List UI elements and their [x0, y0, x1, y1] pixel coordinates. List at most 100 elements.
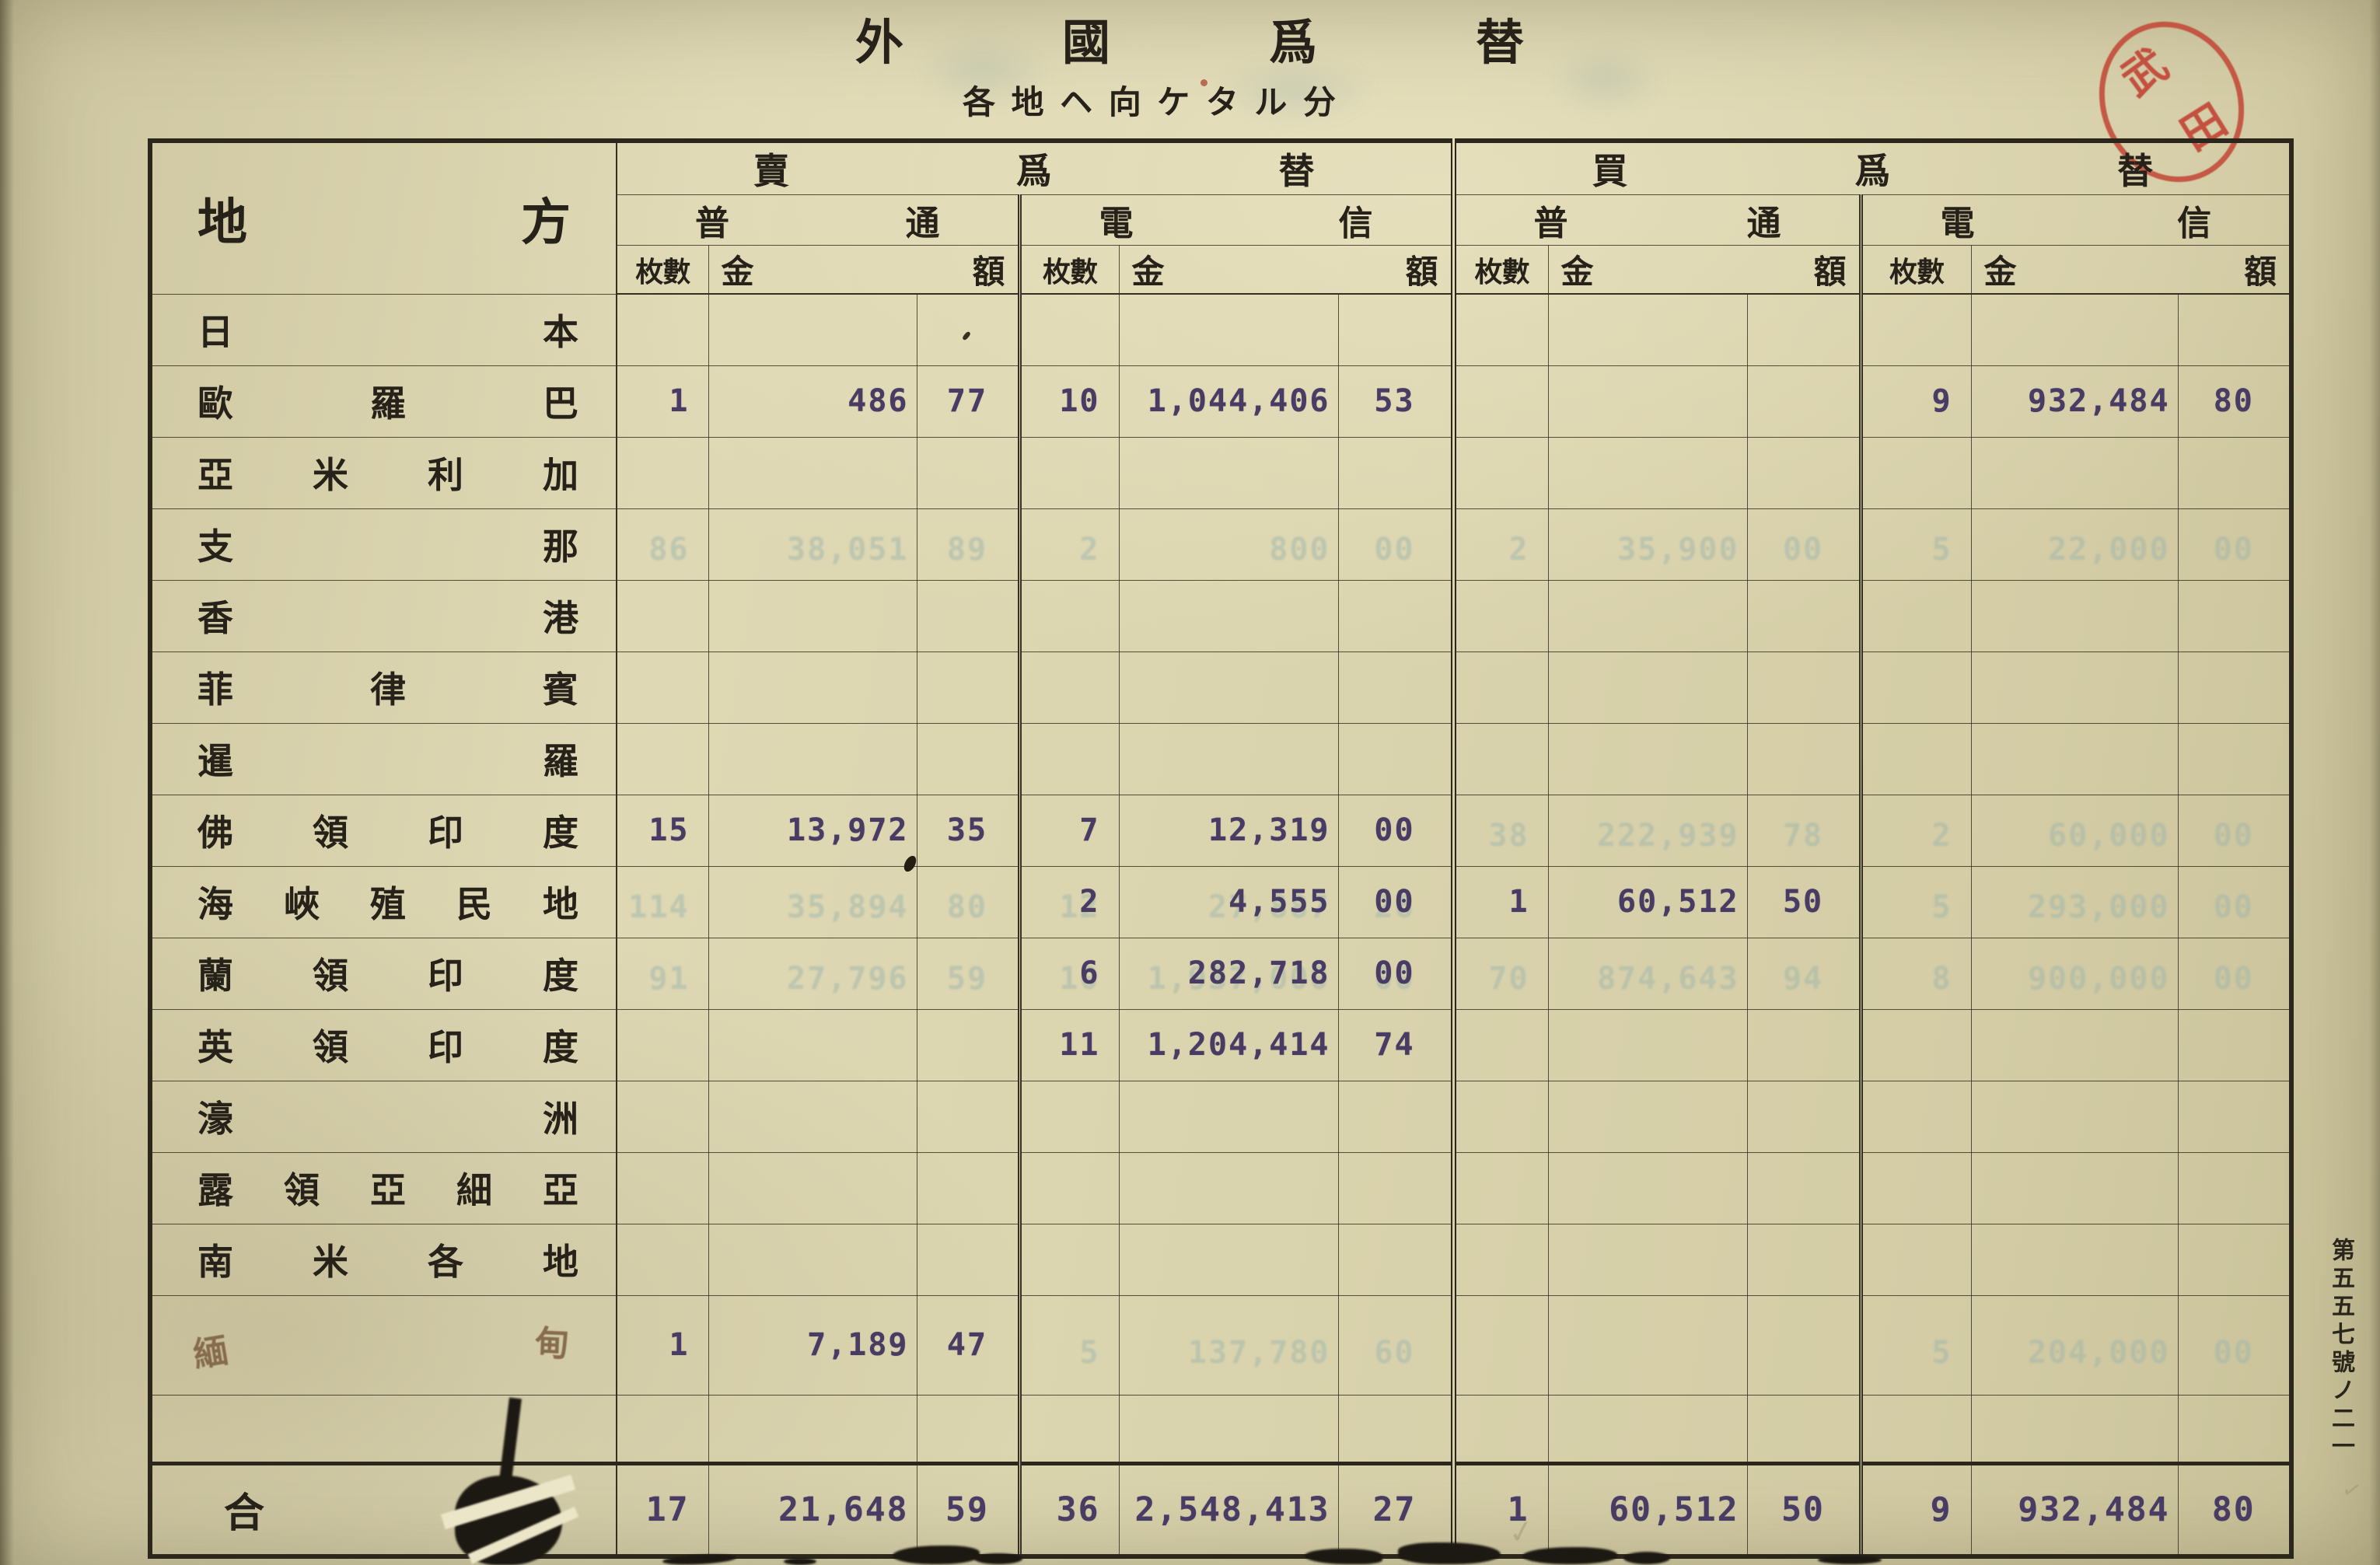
region-name: 佛領印度: [149, 794, 617, 867]
data-cell: 7,189: [708, 1294, 917, 1396]
ink-blot: [1522, 1547, 1617, 1564]
data-cell: [2177, 1080, 2292, 1153]
data-cell: 932,484: [1970, 365, 2179, 438]
data-cell: [1118, 722, 1339, 795]
data-cell: 26 00: [1337, 865, 1454, 938]
data-cell: [2177, 1008, 2292, 1081]
data-cell: [1450, 722, 1549, 795]
data-cell: 27,887 4,555: [1118, 865, 1339, 938]
table-row: 歐羅巴 1 486 77 10 1,044,406 53 9 932,484 80: [149, 365, 2292, 438]
data-cell: 1: [1450, 865, 1549, 938]
data-cell: [616, 293, 709, 366]
table-row: 佛領印度 15 13,972 35 7 12,319 00 38 222,939 78 2 60,00…: [149, 794, 2292, 867]
table-row: 日本: [149, 293, 2292, 366]
blank-row: [149, 1394, 2292, 1464]
buy-ordinary-header: 普通: [1450, 194, 1861, 246]
data-cell: [1970, 722, 2179, 795]
table-row: 暹羅: [149, 722, 2292, 795]
data-cell: 8: [1858, 937, 1972, 1010]
data-cell: 80: [2177, 365, 2292, 438]
data-cell: 12,319: [1118, 794, 1339, 867]
data-cell: [616, 1394, 709, 1464]
ink-blot: [784, 1558, 816, 1565]
amount-header: 金額: [1547, 245, 1861, 295]
data-cell: [1858, 1151, 1972, 1224]
data-cell: [1017, 651, 1120, 724]
data-cell: 1,204,414: [1118, 1008, 1339, 1081]
region-name: 暹羅: [149, 722, 617, 795]
data-cell: [1970, 1080, 2179, 1153]
data-cell: 60: [1337, 1294, 1454, 1396]
data-cell: 2: [1450, 508, 1549, 581]
data-cell: [1450, 579, 1549, 652]
data-cell: 50: [1746, 1461, 1861, 1557]
region-name: 支那: [149, 508, 617, 581]
count-header: 枚數: [616, 245, 709, 295]
data-cell: [1547, 293, 1748, 366]
data-cell: 38,051: [708, 508, 917, 581]
data-cell: [616, 1151, 709, 1224]
data-cell: [616, 1080, 709, 1153]
ink-blot: [1818, 1556, 1882, 1564]
data-cell: [1017, 1151, 1120, 1224]
data-cell: 78: [1746, 794, 1861, 867]
data-cell: [708, 1080, 917, 1153]
data-cell: 38: [1450, 794, 1549, 867]
data-cell: 17: [616, 1461, 709, 1557]
data-cell: [1450, 651, 1549, 724]
data-cell: [1970, 1394, 2179, 1464]
table-row: 蘭領印度 91 27,796 59 10 6 1,937,000 282,718 00 00 70 8…: [149, 937, 2292, 1010]
data-cell: [1118, 1080, 1339, 1153]
data-cell: 13,972: [708, 794, 917, 867]
data-cell: 00: [1337, 794, 1454, 867]
data-cell: [1858, 579, 1972, 652]
data-cell: [1970, 1151, 2179, 1224]
document-subtitle: 各地ヘ向ケタル分: [963, 83, 1336, 121]
ink-blot: [1623, 1552, 1670, 1564]
data-cell: 80: [2177, 1461, 2292, 1557]
data-cell: [1746, 1223, 1861, 1296]
data-cell: 00: [2177, 937, 2292, 1010]
data-cell: [708, 293, 917, 366]
data-cell: 293,000: [1970, 865, 2179, 938]
data-cell: [1547, 436, 1748, 509]
data-cell: 2,548,413: [1118, 1461, 1339, 1557]
data-cell: 47: [916, 1294, 1020, 1396]
data-cell: 35,894: [708, 865, 917, 938]
data-cell: [916, 293, 1020, 366]
region-name: 英領印度: [149, 1008, 617, 1081]
data-cell: [1746, 1080, 1861, 1153]
data-cell: 00: [2177, 508, 2292, 581]
data-cell: [1017, 722, 1120, 795]
table-row: 海峽殖民地 114 35,894 80 12 2 27,887 4,555 26 00 1 60,51…: [149, 865, 2292, 938]
data-cell: [2177, 722, 2292, 795]
data-cell: 35,900: [1547, 508, 1748, 581]
data-cell: 10 6: [1017, 937, 1120, 1010]
data-cell: 21,648: [708, 1461, 917, 1557]
data-cell: 5: [1858, 508, 1972, 581]
data-cell: 91: [616, 937, 709, 1010]
data-cell: 5: [1858, 865, 1972, 938]
data-cell: 00: [2177, 794, 2292, 867]
data-cell: 204,000: [1970, 1294, 2179, 1396]
data-cell: [1970, 1223, 2179, 1296]
data-cell: 9: [1858, 365, 1972, 438]
data-cell: 77: [916, 365, 1020, 438]
data-cell: 222,939: [1547, 794, 1748, 867]
document-title: 外國爲替: [855, 14, 1524, 71]
data-cell: [1450, 365, 1549, 438]
data-cell: [1547, 1394, 1748, 1464]
data-cell: [1337, 1394, 1454, 1464]
data-cell: [2177, 579, 2292, 652]
data-cell: 59: [916, 1461, 1020, 1557]
data-cell: [1746, 293, 1861, 366]
data-cell: 5: [1017, 1294, 1120, 1396]
amount-header: 金額: [708, 245, 1020, 295]
data-cell: [2177, 436, 2292, 509]
table-row: 支那 86 38,051 89 2 800 00 2 35,900 00 5 22,000 00: [149, 508, 2292, 581]
data-cell: [708, 1223, 917, 1296]
data-cell: [1547, 1294, 1748, 1396]
data-cell: [1970, 651, 2179, 724]
amount-header: 金額: [1970, 245, 2292, 295]
data-cell: [616, 1223, 709, 1296]
